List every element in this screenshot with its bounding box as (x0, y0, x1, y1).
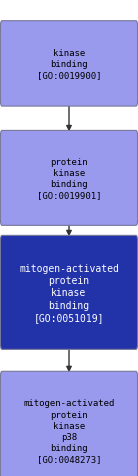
FancyBboxPatch shape (0, 131, 138, 226)
FancyBboxPatch shape (0, 236, 138, 349)
Text: mitogen-activated
protein
kinase
p38
binding
[GO:0048273]: mitogen-activated protein kinase p38 bin… (23, 398, 115, 463)
Text: kinase
binding
[GO:0019900]: kinase binding [GO:0019900] (37, 49, 101, 80)
Text: mitogen-activated
protein
kinase
binding
[GO:0051019]: mitogen-activated protein kinase binding… (19, 263, 119, 322)
FancyBboxPatch shape (0, 22, 138, 107)
FancyBboxPatch shape (0, 371, 138, 476)
Text: protein
kinase
binding
[GO:0019901]: protein kinase binding [GO:0019901] (37, 158, 101, 199)
